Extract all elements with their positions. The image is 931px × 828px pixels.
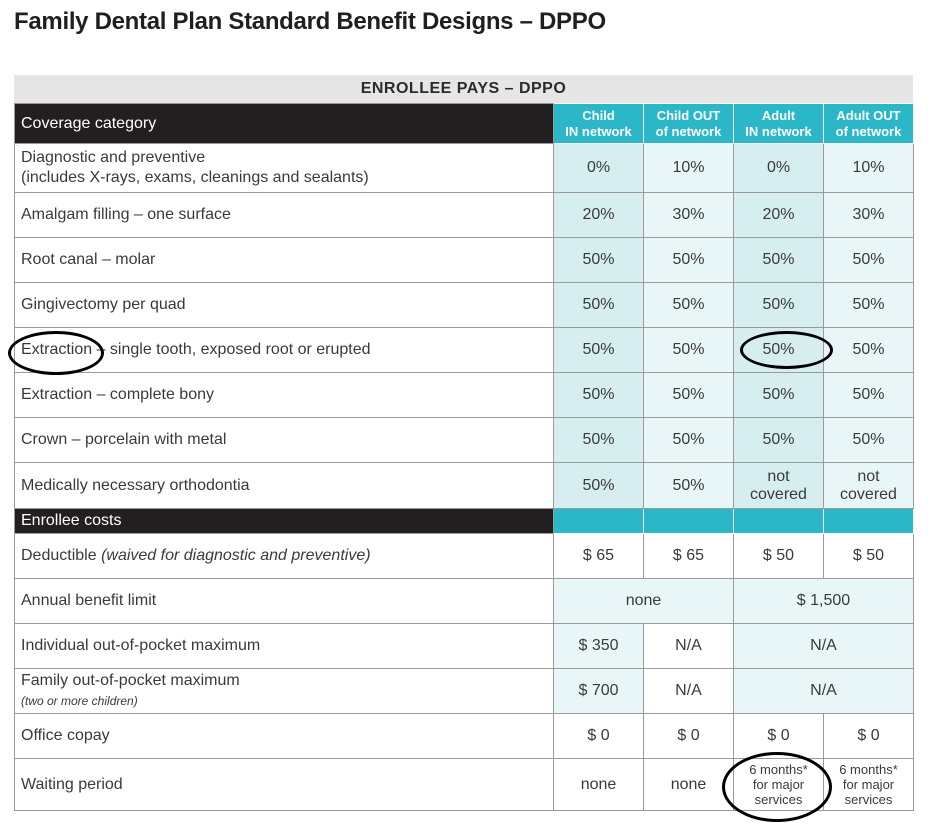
table-cell: 30% (643, 192, 734, 238)
table-row: Office copay $ 0 $ 0 $ 0 $ 0 (14, 713, 914, 759)
table-cell: 50% (643, 372, 734, 418)
table-cell: $ 65 (643, 533, 734, 579)
table-cell: 50% (823, 237, 914, 283)
table-cell: 50% (553, 417, 644, 463)
row-label: Medically necessary orthodontia (14, 462, 554, 509)
table-cell: 50% (643, 282, 734, 328)
row-label: Gingivectomy per quad (14, 282, 554, 328)
table-cell: $ 0 (553, 713, 644, 759)
table-cell: none (553, 578, 734, 624)
table-cell: none (643, 758, 734, 811)
row-label: Office copay (14, 713, 554, 759)
row-label: Annual benefit limit (14, 578, 554, 624)
table-cell: 30% (823, 192, 914, 238)
section-cyan-cell (643, 508, 734, 534)
table-cell: 50% (733, 327, 824, 373)
table-cell: 50% (733, 372, 824, 418)
table-caption: ENROLLEE PAYS – DPPO (14, 75, 913, 103)
row-label: Waiting period (14, 758, 554, 811)
row-label: Family out-of-pocket maximum (21, 672, 240, 689)
table-cell: 50% (733, 282, 824, 328)
table-cell: not covered (733, 462, 824, 509)
table-cell: $ 50 (823, 533, 914, 579)
table-row: Medically necessary orthodontia 50% 50% … (14, 462, 914, 509)
table-cell: 0% (553, 143, 644, 193)
table-cell: N/A (733, 668, 914, 714)
table-cell: 50% (553, 372, 644, 418)
table-cell: not covered (823, 462, 914, 509)
table-cell: $ 700 (553, 668, 644, 714)
col-header-adult-out: Adult OUT of network (823, 103, 914, 144)
table-cell: 50% (733, 417, 824, 463)
row-sublabel: (includes X-rays, exams, cleanings and s… (21, 169, 369, 186)
row-label: Amalgam filling – one surface (14, 192, 554, 238)
table-cell: 50% (643, 462, 734, 509)
table-cell: 50% (553, 462, 644, 509)
table-cell: 6 months* for major services (733, 758, 824, 811)
section-cyan-cell (553, 508, 644, 534)
table-cell: 20% (553, 192, 644, 238)
table-cell: 50% (643, 417, 734, 463)
section-cyan-cell (733, 508, 824, 534)
table-cell: $ 65 (553, 533, 644, 579)
table-cell: 50% (553, 237, 644, 283)
table-cell: $ 0 (643, 713, 734, 759)
section-header-enrollee-costs: Enrollee costs (14, 508, 554, 534)
table-row: Individual out-of-pocket maximum $ 350 N… (14, 623, 914, 669)
table-row: Gingivectomy per quad 50% 50% 50% 50% (14, 282, 914, 328)
table-cell: $ 0 (733, 713, 824, 759)
table-cell: 50% (823, 372, 914, 418)
table-cell: N/A (643, 623, 734, 669)
table-cell: $ 350 (553, 623, 644, 669)
table-cell: 0% (733, 143, 824, 193)
table-row: Extraction – single tooth, exposed root … (14, 327, 914, 373)
table-cell: none (553, 758, 644, 811)
table-row: Waiting period none none 6 months* for m… (14, 758, 914, 811)
row-label: Root canal – molar (14, 237, 554, 283)
row-label: Extraction – single tooth, exposed root … (14, 327, 554, 373)
table-cell: 50% (553, 282, 644, 328)
table-row: Family out-of-pocket maximum (two or more… (14, 668, 914, 714)
table-cell: $ 0 (823, 713, 914, 759)
table-cell: 50% (643, 237, 734, 283)
table-cell: 6 months* for major services (823, 758, 914, 811)
table-cell: 50% (823, 417, 914, 463)
col-header-adult-in: Adult IN network (733, 103, 824, 144)
table-cell: N/A (733, 623, 914, 669)
row-label: Deductible (21, 547, 97, 564)
benefit-table: ENROLLEE PAYS – DPPO Coverage category C… (14, 75, 914, 811)
col-header-child-in: Child IN network (553, 103, 644, 144)
col-header-child-out: Child OUT of network (643, 103, 734, 144)
table-cell: 50% (823, 282, 914, 328)
table-cell: 10% (823, 143, 914, 193)
table-cell: 20% (733, 192, 824, 238)
row-label: Diagnostic and preventive (21, 149, 206, 166)
table-cell: 50% (823, 327, 914, 373)
table-cell: $ 1,500 (733, 578, 914, 624)
row-note: (waived for diagnostic and preventive) (101, 547, 371, 564)
table-cell: $ 50 (733, 533, 824, 579)
row-label: Crown – porcelain with metal (14, 417, 554, 463)
table-row: Deductible (waived for diagnostic and pr… (14, 533, 914, 579)
coverage-category-header: Coverage category (14, 103, 554, 144)
row-sublabel: (two or more children) (21, 694, 138, 708)
page-title: Family Dental Plan Standard Benefit Desi… (14, 8, 606, 35)
table-row: Diagnostic and preventive (includes X-ray… (14, 143, 914, 193)
table-cell: 50% (553, 327, 644, 373)
table-row: Crown – porcelain with metal 50% 50% 50%… (14, 417, 914, 463)
row-label: Individual out-of-pocket maximum (14, 623, 554, 669)
table-cell: 50% (643, 327, 734, 373)
table-cell: N/A (643, 668, 734, 714)
row-label: Extraction – complete bony (14, 372, 554, 418)
table-cell: 50% (733, 237, 824, 283)
table-row: Amalgam filling – one surface 20% 30% 20… (14, 192, 914, 238)
section-cyan-cell (823, 508, 914, 534)
table-cell: 10% (643, 143, 734, 193)
table-row: Root canal – molar 50% 50% 50% 50% (14, 237, 914, 283)
table-row: Annual benefit limit none $ 1,500 (14, 578, 914, 624)
table-row: Extraction – complete bony 50% 50% 50% 5… (14, 372, 914, 418)
